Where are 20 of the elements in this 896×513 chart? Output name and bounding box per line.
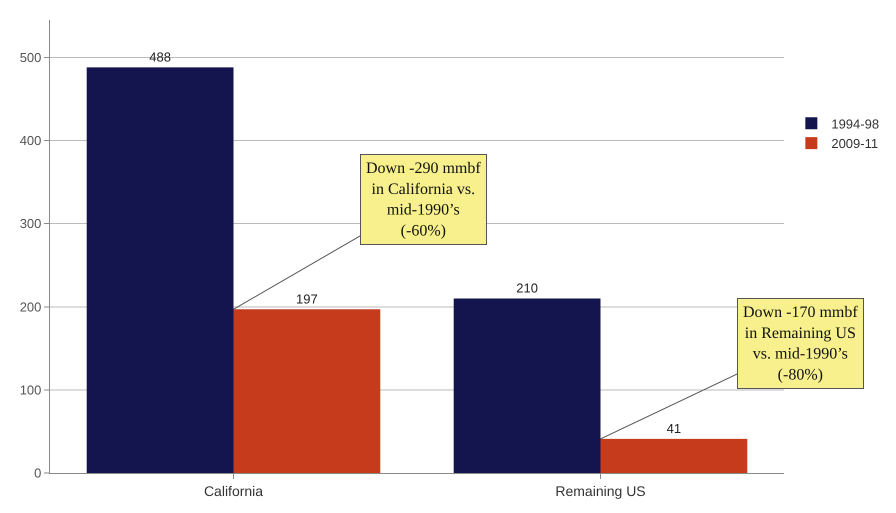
data-label: 210 — [516, 280, 538, 296]
legend-label: 2009-11 — [831, 136, 878, 152]
y-tick-label: 300 — [20, 216, 42, 232]
annotation: Down -170 mmbf in Remaining US vs. mid-1990’s (-80%) — [743, 304, 858, 384]
annotation: Down -290 mmbf in California vs. mid-1990’s (-60%) — [366, 160, 482, 240]
data-label: 488 — [149, 49, 171, 64]
data-label: 41 — [666, 420, 682, 436]
data-label: 197 — [296, 291, 318, 306]
bar — [86, 67, 234, 473]
bar — [234, 309, 380, 473]
y-tick-label: 100 — [20, 382, 42, 398]
x-tick-label: California — [204, 482, 264, 499]
bar — [454, 298, 600, 473]
bar — [600, 438, 748, 473]
y-tick-label: 500 — [20, 50, 42, 65]
y-tick-label: 200 — [20, 299, 42, 314]
y-tick-label: 400 — [20, 133, 42, 148]
x-tick-label: Remaining US — [555, 482, 646, 499]
legend-label: 1994-98 — [831, 116, 880, 132]
y-tick-label: 0 — [34, 466, 42, 481]
